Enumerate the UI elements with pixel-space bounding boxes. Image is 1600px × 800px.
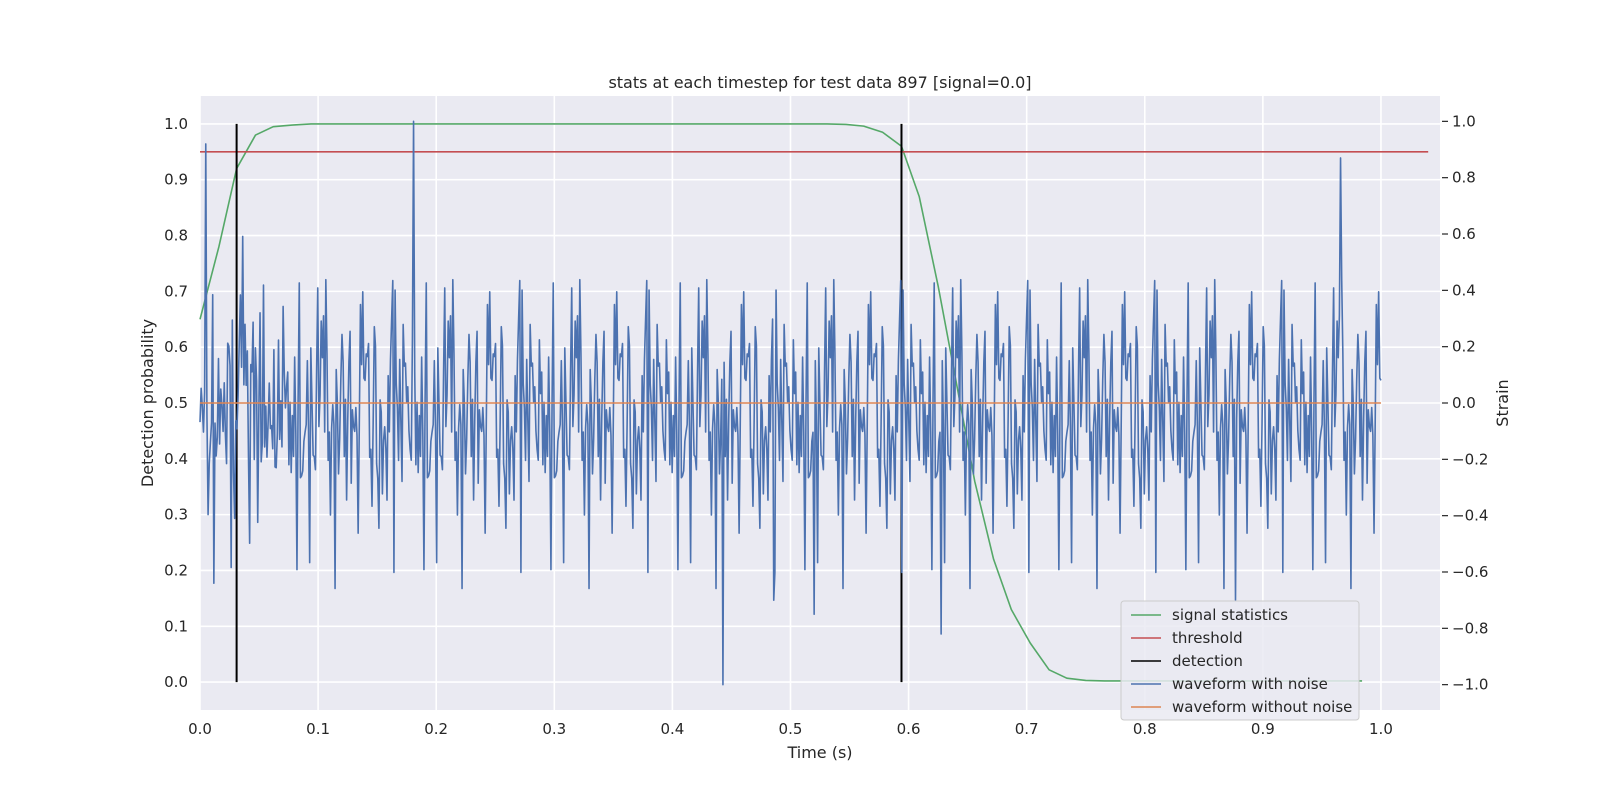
y-axis-right: −1.0 −0.8 −0.6 −0.4 −0.2 0.0 0.2 0.4 0.6 0.8 1.0 xyxy=(1442,112,1488,694)
legend-label-waveform-without-noise: waveform without noise xyxy=(1172,698,1352,716)
x-axis-title: Time (s) xyxy=(786,743,852,762)
y-axis-title: Detection probability xyxy=(138,319,157,487)
y2-tick-label: −0.6 xyxy=(1452,563,1488,581)
x-tick-label: 0.7 xyxy=(1015,720,1039,738)
y-tick-label: 1.0 xyxy=(164,115,188,133)
y-tick-label: 0.3 xyxy=(164,506,188,524)
x-tick-label: 0.6 xyxy=(897,720,921,738)
y-tick-label: 0.1 xyxy=(164,617,188,635)
series-line-waveform-with-noise xyxy=(199,120,1382,686)
x-tick-label: 0.8 xyxy=(1133,720,1157,738)
y2-tick-label: 0.8 xyxy=(1452,169,1476,187)
y2-tick-label: −1.0 xyxy=(1452,676,1488,694)
y2-tick-label: 0.0 xyxy=(1452,394,1476,412)
x-tick-label: 0.0 xyxy=(188,720,212,738)
x-tick-label: 0.9 xyxy=(1251,720,1275,738)
x-axis: 0.0 0.1 0.2 0.3 0.4 0.5 0.6 0.7 0.8 0.9 1.0 xyxy=(188,720,1393,738)
y-axis-left: 0.0 0.1 0.2 0.3 0.4 0.5 0.6 0.7 0.8 0.9 1.0 xyxy=(164,115,188,691)
y-tick-label: 0.4 xyxy=(164,450,188,468)
y2-tick-label: 0.2 xyxy=(1452,338,1476,356)
x-tick-label: 1.0 xyxy=(1369,720,1393,738)
series-line-signal-statistics xyxy=(199,123,1363,682)
y-tick-label: 0.7 xyxy=(164,282,188,300)
legend-box xyxy=(1120,600,1360,721)
y2-tick-label: −0.4 xyxy=(1452,507,1488,525)
y2-tick-label: −0.8 xyxy=(1452,619,1488,637)
y-tick-label: 0.0 xyxy=(164,673,188,691)
legend-label-signal-statistics: signal statistics xyxy=(1172,606,1288,624)
y2-tick-label: 0.6 xyxy=(1452,225,1476,243)
y-tick-label: 0.5 xyxy=(164,394,188,412)
x-tick-label: 0.5 xyxy=(779,720,803,738)
y2-tick-label: −0.2 xyxy=(1452,450,1488,468)
chart-title: stats at each timestep for test data 897… xyxy=(608,73,1031,92)
x-tick-label: 0.1 xyxy=(306,720,330,738)
y2-axis-title: Strain xyxy=(1493,379,1512,426)
x-tick-label: 0.4 xyxy=(660,720,684,738)
legend-label-waveform-with-noise: waveform with noise xyxy=(1172,675,1328,693)
legend-label-threshold: threshold xyxy=(1172,629,1243,647)
legend-label-detection: detection xyxy=(1172,652,1243,670)
y2-tick-label: 1.0 xyxy=(1452,112,1476,130)
legend: signal statistics threshold detection wa… xyxy=(1120,600,1360,721)
y-tick-label: 0.8 xyxy=(164,227,188,245)
y2-tick-label: 0.4 xyxy=(1452,281,1476,299)
x-tick-label: 0.2 xyxy=(424,720,448,738)
x-tick-label: 0.3 xyxy=(542,720,566,738)
series-layer xyxy=(199,120,1429,686)
y-tick-label: 0.6 xyxy=(164,338,188,356)
y-tick-label: 0.2 xyxy=(164,561,188,579)
y-tick-label: 0.9 xyxy=(164,171,188,189)
